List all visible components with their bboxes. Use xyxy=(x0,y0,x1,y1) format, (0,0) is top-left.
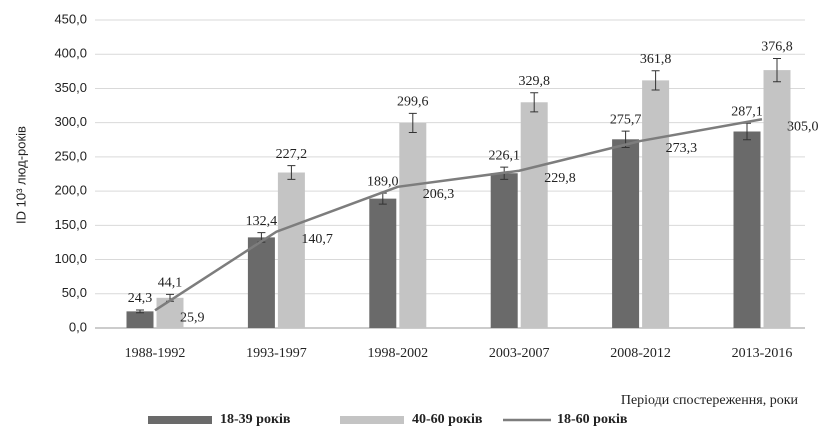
value-label: 189,0 xyxy=(367,174,399,189)
y-tick-label: 300,0 xyxy=(54,114,87,129)
y-tick-label: 100,0 xyxy=(54,251,87,266)
value-label: 329,8 xyxy=(518,74,550,89)
error-bar xyxy=(408,112,417,134)
bar xyxy=(277,172,305,328)
value-label: 44,1 xyxy=(158,276,183,291)
y-tick-label: 350,0 xyxy=(54,80,87,95)
legend-label: 18-39 років xyxy=(220,412,291,427)
bar xyxy=(369,198,397,328)
value-label: 361,8 xyxy=(640,52,672,67)
x-tick-label: 1993-1997 xyxy=(246,346,307,361)
value-label: 305,0 xyxy=(787,119,819,134)
legend-label: 18-60 років xyxy=(557,412,628,427)
y-tick-label: 50,0 xyxy=(62,285,87,300)
x-tick-label: 2013-2016 xyxy=(732,346,793,361)
line xyxy=(154,118,763,312)
value-label: 140,7 xyxy=(301,232,333,247)
x-tick-label: 1998-2002 xyxy=(367,346,428,361)
y-tick-label: 0,0 xyxy=(69,319,87,334)
bar xyxy=(642,80,670,328)
x-tick-label: 1988-1992 xyxy=(125,346,186,361)
x-tick-label: 2003-2007 xyxy=(489,346,550,361)
y-tick-label: 250,0 xyxy=(54,148,87,163)
x-tick-label: 2008-2012 xyxy=(610,346,671,361)
y-tick-label: 200,0 xyxy=(54,183,87,198)
value-label: 24,3 xyxy=(128,291,153,306)
error-bar xyxy=(136,309,144,314)
error-bar xyxy=(651,70,660,91)
y-tick-label: 400,0 xyxy=(54,46,87,61)
value-label: 273,3 xyxy=(666,141,698,156)
value-label: 227,2 xyxy=(276,147,308,162)
bar xyxy=(733,131,761,328)
bar xyxy=(247,237,275,328)
error-bar xyxy=(773,57,781,83)
value-label: 299,6 xyxy=(397,95,429,110)
x-axis-label: Періоди спостереження, роки xyxy=(621,393,799,408)
value-label: 25,9 xyxy=(180,310,205,325)
bar xyxy=(156,297,184,328)
value-label: 275,7 xyxy=(610,112,642,127)
y-axis-label: ID 10³ люд-років xyxy=(13,126,28,224)
bar xyxy=(126,311,154,328)
error-bar xyxy=(287,165,296,180)
legend-label: 40-60 років xyxy=(412,412,483,427)
bar xyxy=(763,70,791,329)
error-bar xyxy=(530,92,539,113)
value-label: 226,1 xyxy=(488,148,520,163)
value-label: 287,1 xyxy=(731,105,763,120)
value-label: 206,3 xyxy=(423,187,455,202)
legend-swatch xyxy=(340,416,404,424)
bar xyxy=(399,122,427,328)
bar xyxy=(612,139,640,328)
y-tick-label: 150,0 xyxy=(54,217,87,232)
value-label: 132,4 xyxy=(246,214,278,229)
bar xyxy=(520,102,548,328)
legend-swatch xyxy=(148,416,212,424)
value-label: 376,8 xyxy=(761,40,793,55)
bar xyxy=(490,173,518,328)
value-label: 229,8 xyxy=(544,171,576,186)
y-tick-label: 450,0 xyxy=(54,11,87,26)
